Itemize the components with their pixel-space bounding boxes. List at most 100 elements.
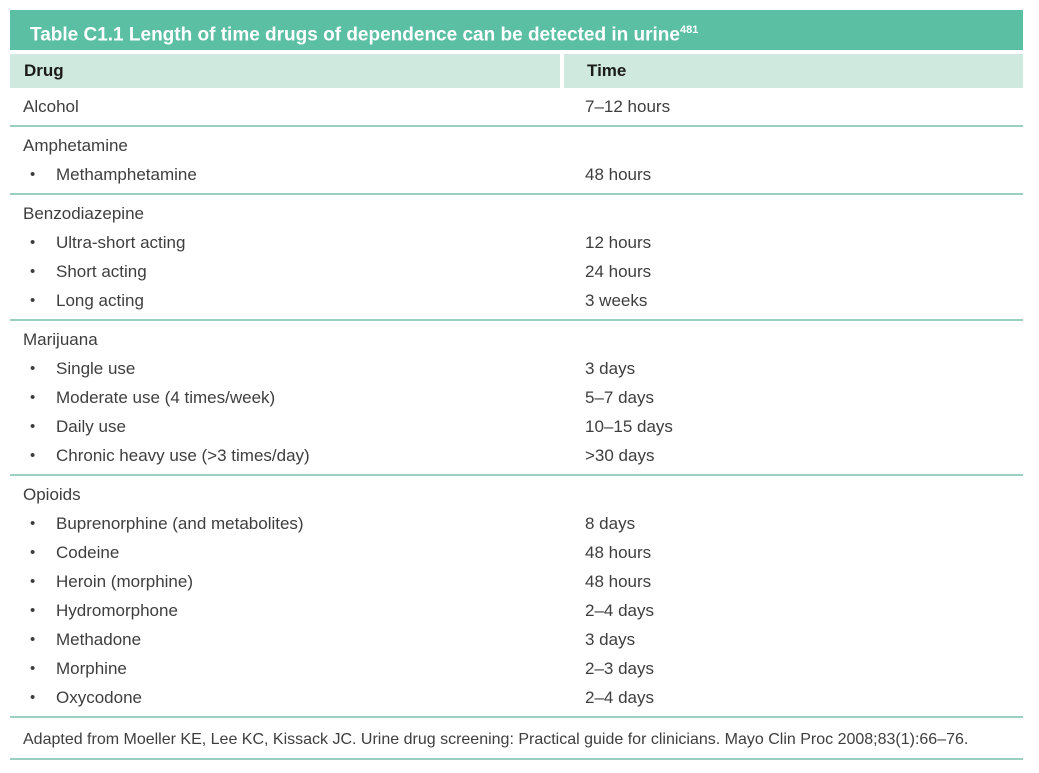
drug-group-label: Alcohol <box>23 96 79 116</box>
time-value: 3 days <box>585 629 636 649</box>
section-divider <box>10 193 1023 195</box>
table-row-short-acting: • Short acting 24 hours <box>10 257 1023 286</box>
time-value: 8 days <box>585 513 636 533</box>
bullet-icon: • <box>30 573 36 590</box>
table-footnote: Adapted from Moeller KE, Lee KC, Kissack… <box>10 722 1023 758</box>
time-value: 24 hours <box>585 261 652 281</box>
time-value: 48 hours <box>585 542 652 562</box>
drug-detection-table: Table C1.1 Length of time drugs of depen… <box>10 10 1023 760</box>
drug-item-label: Hydromorphone <box>56 600 178 620</box>
drug-item-cell: • Long acting <box>10 291 560 311</box>
section-divider <box>10 716 1023 718</box>
table-row-single-use: • Single use 3 days <box>10 354 1023 383</box>
section-divider <box>10 474 1023 476</box>
drug-group-label: Opioids <box>23 484 81 504</box>
time-value: >30 days <box>585 445 655 465</box>
drug-item-cell: • Codeine <box>10 543 560 563</box>
drug-item-cell: • Morphine <box>10 659 560 679</box>
bullet-icon: • <box>30 166 36 183</box>
divider-gap <box>10 88 1023 92</box>
drug-item-cell: • Short acting <box>10 262 560 282</box>
bullet-icon: • <box>30 389 36 406</box>
bullet-icon: • <box>30 544 36 561</box>
time-value: 10–15 days <box>585 416 673 436</box>
drug-item-cell: • Methamphetamine <box>10 165 560 185</box>
time-value: 5–7 days <box>585 387 654 407</box>
column-header-time: Time <box>564 54 1023 88</box>
drug-item-label: Methadone <box>56 629 142 649</box>
table-row-buprenorphine: • Buprenorphine (and metabolites) 8 days <box>10 509 1023 538</box>
time-value: 2–3 days <box>585 658 654 678</box>
table-row-methadone: • Methadone 3 days <box>10 625 1023 654</box>
table-row-methamphetamine: • Methamphetamine 48 hours <box>10 160 1023 189</box>
bullet-icon: • <box>30 263 36 280</box>
table-title-bar: Table C1.1 Length of time drugs of depen… <box>10 10 1023 50</box>
drug-item-label: Moderate use (4 times/week) <box>56 387 276 407</box>
section-divider <box>10 319 1023 321</box>
table-row-hydromorphone: • Hydromorphone 2–4 days <box>10 596 1023 625</box>
drug-item-cell: • Chronic heavy use (>3 times/day) <box>10 446 560 466</box>
time-value: 48 hours <box>585 571 652 591</box>
drug-group-label: Marijuana <box>23 329 98 349</box>
drug-item-cell: • Single use <box>10 359 560 379</box>
bullet-icon: • <box>30 631 36 648</box>
drug-item-label: Codeine <box>56 542 120 562</box>
table-row-amphetamine: Amphetamine <box>10 131 1023 160</box>
table-row-alcohol: Alcohol 7–12 hours <box>10 92 1023 121</box>
drug-item-cell: • Hydromorphone <box>10 601 560 621</box>
table-row-oxycodone: • Oxycodone 2–4 days <box>10 683 1023 712</box>
table-bottom-border <box>10 758 1023 760</box>
table-row-moderate-use: • Moderate use (4 times/week) 5–7 days <box>10 383 1023 412</box>
drug-item-label: Single use <box>56 358 136 378</box>
time-value: 3 weeks <box>585 290 648 310</box>
footnote-reference-superscript: 481 <box>679 24 699 36</box>
drug-item-label: Oxycodone <box>56 687 142 707</box>
bullet-icon: • <box>30 447 36 464</box>
time-value: 3 days <box>585 358 636 378</box>
drug-item-label: Methamphetamine <box>56 164 197 184</box>
drug-item-cell: • Heroin (morphine) <box>10 572 560 592</box>
bullet-icon: • <box>30 418 36 435</box>
table-row-ultra-short-acting: • Ultra-short acting 12 hours <box>10 228 1023 257</box>
table-row-codeine: • Codeine 48 hours <box>10 538 1023 567</box>
drug-item-label: Heroin (morphine) <box>56 571 193 591</box>
time-value: 48 hours <box>585 164 652 184</box>
table-row-marijuana: Marijuana <box>10 325 1023 354</box>
bullet-icon: • <box>30 689 36 706</box>
column-header-drug: Drug <box>10 54 560 88</box>
table-row-daily-use: • Daily use 10–15 days <box>10 412 1023 441</box>
drug-item-cell: • Methadone <box>10 630 560 650</box>
bullet-icon: • <box>30 360 36 377</box>
time-value: 2–4 days <box>585 600 654 620</box>
section-divider <box>10 125 1023 127</box>
time-value: 12 hours <box>585 232 652 252</box>
drug-item-label: Long acting <box>56 290 144 310</box>
drug-item-label: Morphine <box>56 658 127 678</box>
column-header-row: Drug Time <box>10 54 1023 88</box>
table-row-long-acting: • Long acting 3 weeks <box>10 286 1023 315</box>
drug-item-label: Chronic heavy use (>3 times/day) <box>56 445 310 465</box>
table-row-morphine: • Morphine 2–3 days <box>10 654 1023 683</box>
drug-item-cell: • Daily use <box>10 417 560 437</box>
time-value: 2–4 days <box>585 687 654 707</box>
drug-group-label: Amphetamine <box>23 135 128 155</box>
table-row-opioids: Opioids <box>10 480 1023 509</box>
divider-gap <box>10 50 1023 54</box>
drug-item-cell: • Oxycodone <box>10 688 560 708</box>
drug-item-cell: • Buprenorphine (and metabolites) <box>10 514 560 534</box>
drug-group-label: Benzodiazepine <box>23 203 144 223</box>
bullet-icon: • <box>30 515 36 532</box>
drug-item-cell: • Moderate use (4 times/week) <box>10 388 560 408</box>
drug-item-cell: • Ultra-short acting <box>10 233 560 253</box>
drug-item-label: Short acting <box>56 261 147 281</box>
table-row-heroin: • Heroin (morphine) 48 hours <box>10 567 1023 596</box>
time-value: 7–12 hours <box>585 96 671 116</box>
bullet-icon: • <box>30 602 36 619</box>
bullet-icon: • <box>30 234 36 251</box>
table-title: Table C1.1 Length of time drugs of depen… <box>30 24 680 46</box>
drug-item-label: Daily use <box>56 416 126 436</box>
footnote-text: Adapted from Moeller KE, Lee KC, Kissack… <box>23 731 969 748</box>
table-row-chronic-heavy-use: • Chronic heavy use (>3 times/day) >30 d… <box>10 441 1023 470</box>
bullet-icon: • <box>30 292 36 309</box>
drug-item-label: Ultra-short acting <box>56 232 186 252</box>
